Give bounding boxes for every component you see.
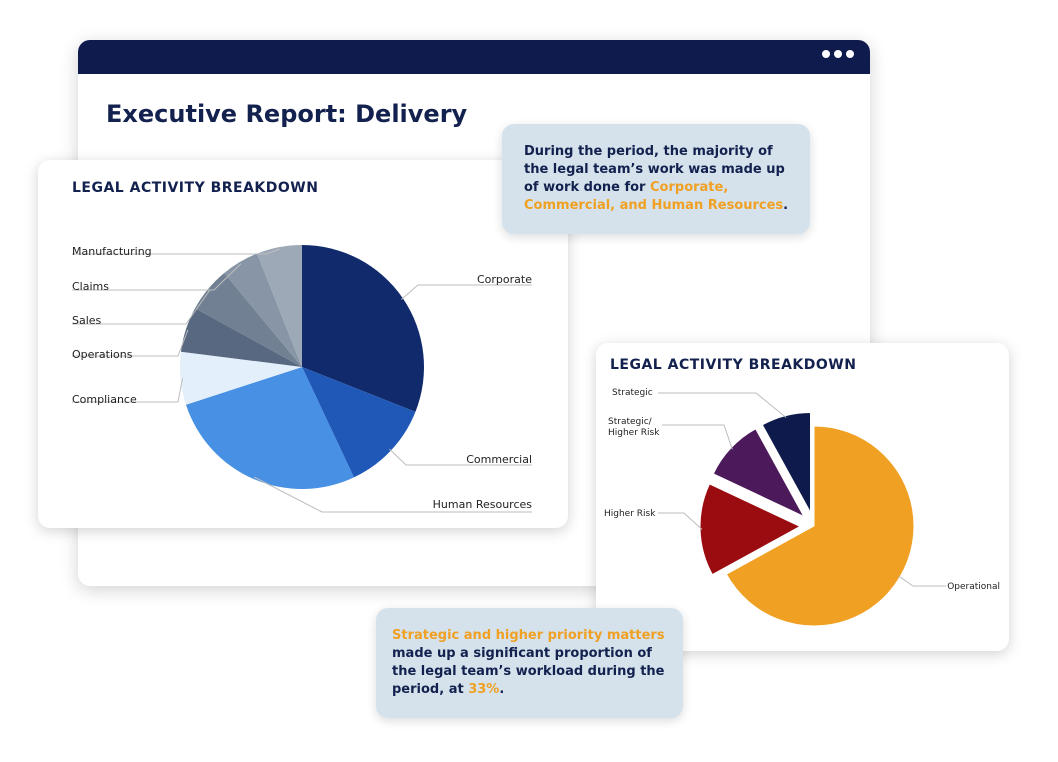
leader-line-higher-risk (658, 512, 703, 530)
chart-title: LEGAL ACTIVITY BREAKDOWN (72, 180, 319, 196)
callout-text: During the period, the majority of the l… (524, 144, 785, 195)
callout-text: made up a significant proportion of the … (392, 646, 665, 697)
callout-highlight: Strategic and higher priority matters (392, 628, 665, 643)
pie-label-corporate: Corporate (477, 273, 532, 286)
pie-label-claims: Claims (72, 280, 109, 293)
leader-line-claims (72, 263, 242, 291)
pie-slice-operations (180, 308, 302, 367)
pie-label-higher-risk: Higher Risk (604, 509, 656, 519)
leader-line-commercial (389, 448, 532, 466)
callout-text-end: . (499, 682, 505, 697)
leader-line-compliance (72, 378, 184, 403)
pie-chart-card-activity: Corporate Commercial Human Resources Compli… (38, 160, 568, 528)
insight-callout-bottom: Strategic and higher priority matters ma… (376, 608, 683, 718)
leader-line-operations (72, 329, 189, 357)
pie-label-commercial: Commercial (466, 453, 532, 466)
more-horizontal-icon[interactable] (822, 50, 854, 58)
callout-text-end: . (783, 198, 789, 213)
pie-slice-corporate (302, 245, 424, 412)
pie-slice-strategic-higher-risk (712, 428, 805, 518)
leader-line-manufacturing (72, 248, 280, 255)
leader-line-operational (898, 575, 946, 587)
pie-chart-card-risk: Operational Higher Risk Strategic/Higher R… (596, 343, 1009, 651)
pie-slice-claims (224, 253, 302, 367)
pie-label-sales: Sales (72, 314, 102, 327)
pie-slice-manufacturing (257, 245, 302, 367)
insight-callout-top: During the period, the majority of the l… (502, 124, 810, 234)
pie-slice-sales (195, 272, 302, 367)
leader-line-strategic-higher-risk (662, 424, 733, 450)
leader-line-human-resources (254, 476, 532, 513)
chart-title: LEGAL ACTIVITY BREAKDOWN (610, 357, 857, 373)
pie-label-manufacturing: Manufacturing (72, 245, 152, 258)
pie-slice-commercial (302, 367, 416, 478)
pie-slice-higher-risk (699, 483, 802, 576)
callout-highlight: Corporate, Commercial, and Human Resourc… (524, 180, 784, 213)
leader-line-corporate (400, 284, 532, 300)
leader-line-strategic (658, 392, 787, 418)
pie-label-operational: Operational (947, 582, 1000, 592)
pie-chart-risk: Operational Higher Risk Strategic/Higher R… (604, 388, 1000, 627)
callout-highlight-value: 33% (468, 682, 500, 697)
pie-slice-compliance (179, 351, 302, 405)
pie-label-strategic-higher-risk: Strategic/Higher Risk (608, 417, 660, 438)
pie-label-human-resources: Human Resources (433, 498, 533, 511)
pie-label-operations: Operations (72, 348, 133, 361)
page-title: Executive Report: Delivery (106, 100, 468, 128)
pie-label-strategic: Strategic (612, 388, 653, 398)
pie-chart-activity: Corporate Commercial Human Resources Compli… (72, 245, 533, 513)
pie-label-compliance: Compliance (72, 393, 137, 406)
pie-slice-human-resources (185, 367, 354, 489)
leader-line-sales (72, 290, 210, 325)
window-title-bar (78, 40, 870, 74)
pie-slice-strategic (761, 411, 812, 513)
